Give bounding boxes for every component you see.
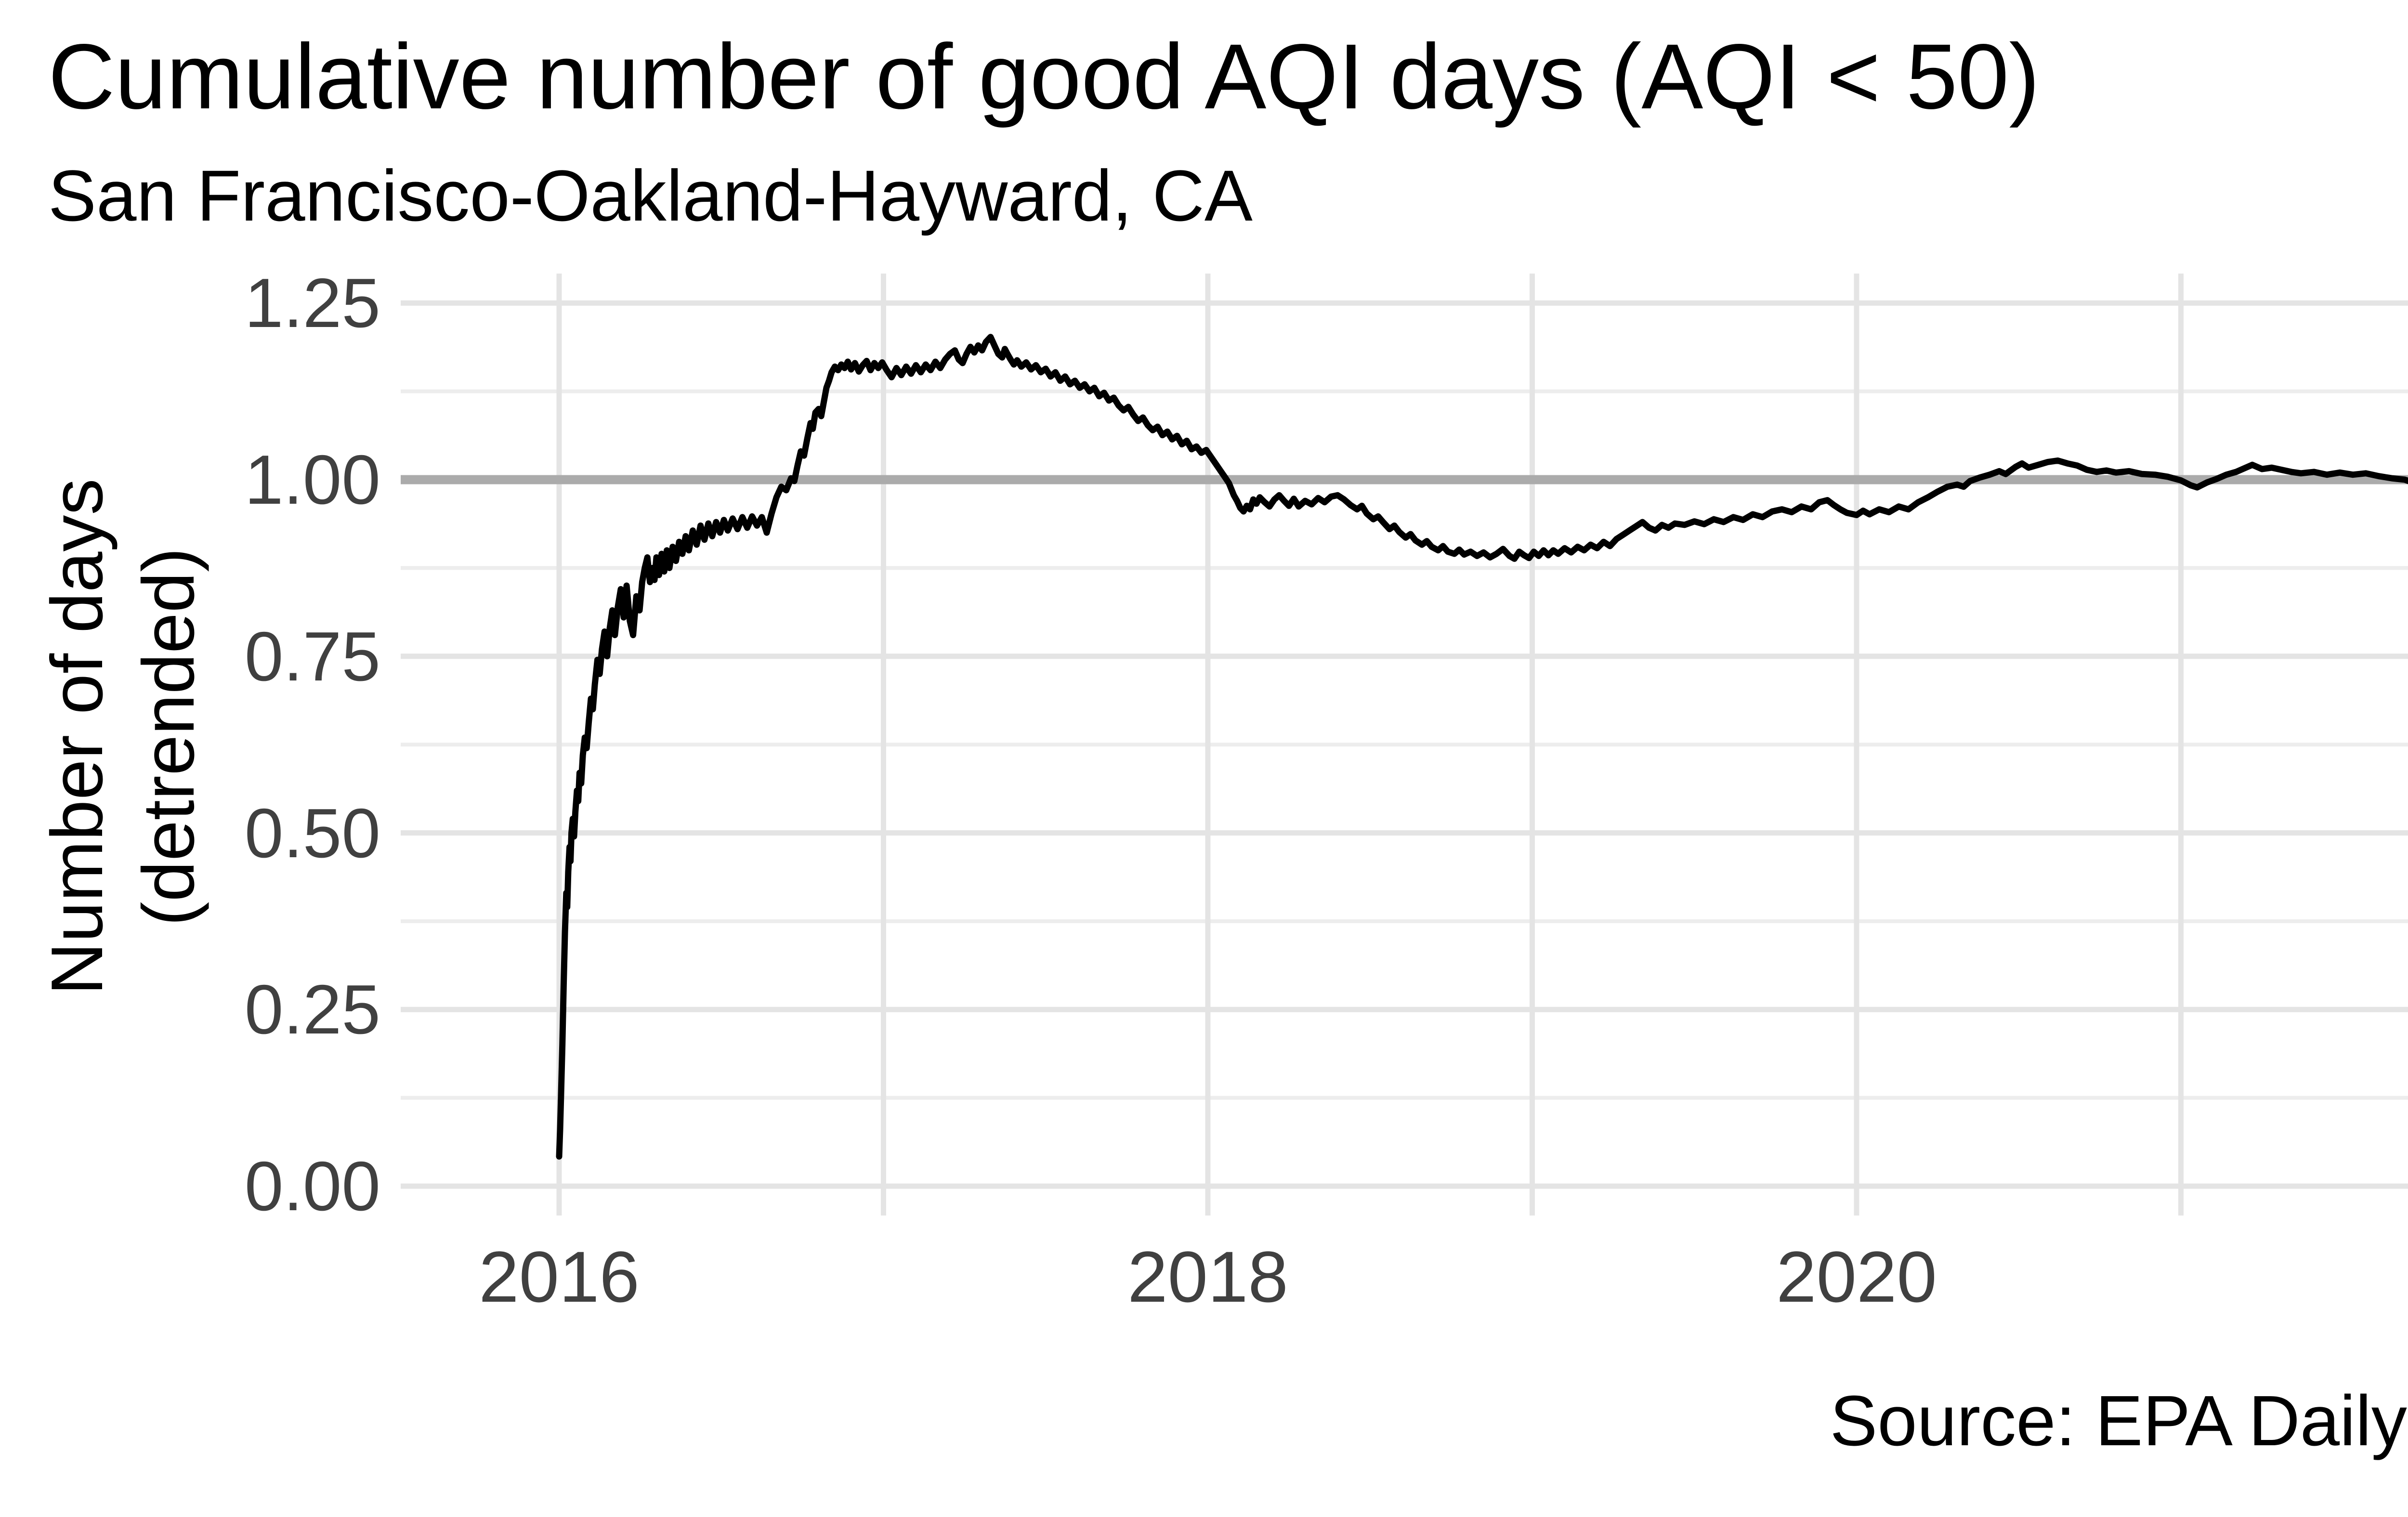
y-axis-title: Number of days (detrended) — [31, 479, 214, 995]
y-axis-title-line1: Number of days — [36, 478, 118, 995]
chart-title: Cumulative number of good AQI days (AQI … — [48, 25, 2040, 128]
x-tick-label-2020: 2020 — [1776, 1236, 1937, 1317]
y-tick-label-1.25: 1.25 — [244, 264, 380, 342]
x-tick-label-2022: 2022 — [2361, 1241, 2408, 1313]
y-tick-label-0.00: 0.00 — [244, 1147, 380, 1225]
source-note: Source: EPA Daily Air Quality Tracker — [1830, 1381, 2408, 1461]
y-tick-label-0.50: 0.50 — [244, 794, 380, 872]
y-tick-label-1.00: 1.00 — [244, 441, 380, 519]
y-axis-title-line2: (detrended) — [128, 548, 209, 926]
data-line-series — [556, 334, 2408, 1160]
chart-subtitle: San Francisco-Oakland-Hayward, CA — [48, 155, 1253, 236]
x-tick-label-2016: 2016 — [479, 1236, 640, 1317]
y-tick-label-0.25: 0.25 — [244, 970, 380, 1049]
y-tick-label-0.75: 0.75 — [244, 617, 380, 695]
x-tick-label-2018: 2018 — [1127, 1236, 1288, 1317]
